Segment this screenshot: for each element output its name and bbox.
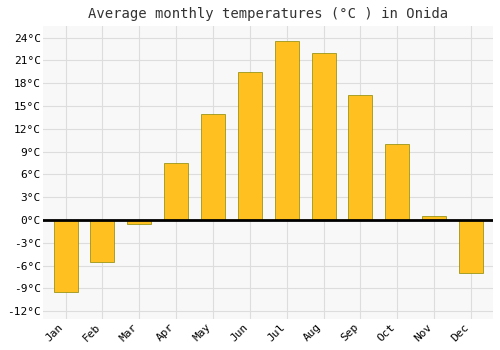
Bar	[54, 220, 78, 292]
Bar	[348, 95, 372, 220]
Bar	[164, 163, 188, 220]
Bar	[274, 42, 298, 220]
Bar	[238, 72, 262, 220]
Bar	[312, 53, 336, 220]
Bar	[422, 216, 446, 220]
Bar	[90, 220, 114, 262]
Bar	[386, 144, 409, 220]
Title: Average monthly temperatures (°C ) in Onida: Average monthly temperatures (°C ) in On…	[88, 7, 449, 21]
Bar	[201, 114, 225, 220]
Bar	[459, 220, 483, 273]
Bar	[128, 220, 152, 224]
